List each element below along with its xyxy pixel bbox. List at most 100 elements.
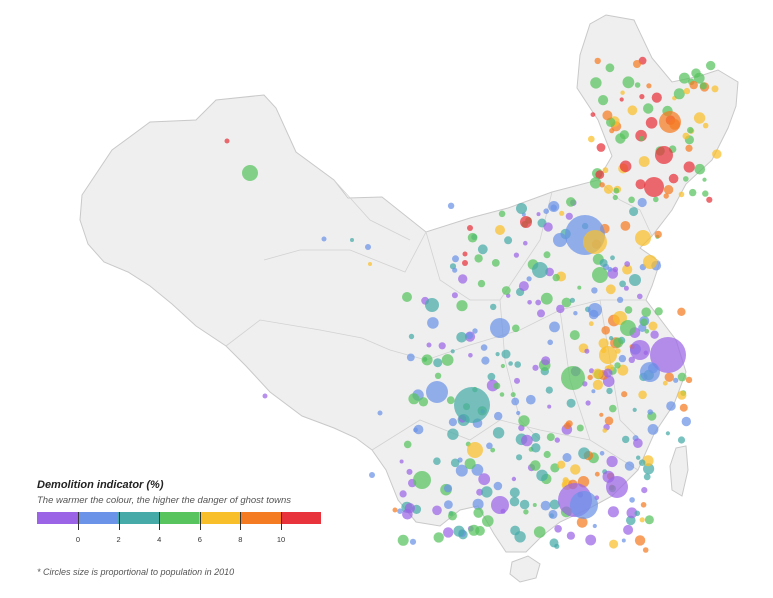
city-circle [624,261,631,267]
city-circle [622,435,630,444]
city-circle [446,396,455,405]
city-circle [518,281,529,292]
city-circle [444,500,453,509]
city-circle [638,459,646,467]
city-circle [584,348,590,354]
city-circle [513,252,520,258]
city-circle [518,415,530,427]
city-circle [645,117,658,129]
city-circle [456,300,468,312]
city-circle [399,459,404,464]
city-circle [648,321,658,331]
city-circle [602,428,607,433]
city-circle [601,326,610,335]
city-circle [677,372,687,382]
city-circle [590,77,602,89]
city-circle [694,163,706,175]
city-circle [643,463,655,475]
city-circle [673,88,685,100]
city-circle [532,503,537,507]
city-circle [458,274,468,284]
city-circle [421,354,433,366]
city-circle [433,358,443,368]
city-circle [549,499,560,510]
city-circle [397,508,403,514]
city-circle [585,400,591,406]
city-circle [526,394,536,405]
city-circle [531,443,541,453]
city-circle [468,524,480,536]
city-circle [682,132,690,140]
city-circle [566,398,576,408]
city-circle [433,532,444,543]
city-circle [481,356,490,365]
city-circle [546,433,555,442]
city-circle [638,156,650,167]
city-circle [377,410,383,416]
city-circle [455,464,468,477]
city-circle [592,267,608,283]
city-circle [406,353,415,362]
city-circle [523,240,528,246]
legend-segment [77,512,119,524]
city-circle [640,362,660,382]
legend-title: Demolition indicator (%) [37,479,164,491]
city-circle [685,376,693,384]
city-circle [577,285,582,290]
city-circle [520,216,532,228]
city-circle [556,304,565,314]
city-circle [561,366,585,390]
city-circle [569,297,576,303]
city-circle [402,292,412,302]
city-circle [592,368,603,379]
city-circle [644,177,664,197]
city-circle [599,182,605,188]
city-circle [427,317,439,329]
city-circle [262,393,268,399]
city-circle [491,259,500,267]
city-circle [554,543,560,549]
city-circle [369,472,375,478]
city-circle [594,57,601,65]
legend-tick-mark [240,512,242,530]
city-circle [644,329,650,334]
city-circle [602,167,609,174]
city-circle [535,299,542,306]
city-circle [637,293,643,300]
city-circle [624,306,633,314]
city-circle [706,196,713,203]
city-circle [685,144,693,152]
city-circle [447,202,455,209]
city-circle [641,487,648,494]
city-circle [511,397,520,406]
city-circle [664,372,674,382]
city-circle [478,473,491,486]
city-circle [643,473,651,481]
city-circle [677,436,686,444]
city-circle [592,523,597,529]
city-circle [613,187,620,194]
city-circle [589,177,602,189]
city-circle [621,538,626,543]
city-circle [565,212,573,220]
city-circle [494,411,503,421]
city-circle [599,259,608,267]
city-circle [679,403,688,412]
city-circle [614,362,621,369]
city-circle [663,193,669,199]
city-circle [453,525,465,537]
legend-color-bar [37,512,322,524]
city-circle [547,404,552,409]
city-circle [516,203,527,214]
city-circle [640,502,647,508]
city-circle [663,185,674,195]
city-circle [425,298,439,312]
city-circle [598,95,609,106]
city-circle [570,464,581,475]
city-circle [651,92,662,103]
city-circle [620,90,625,95]
city-circle [408,393,420,405]
city-circle [454,387,490,423]
legend-tick-label: 2 [116,535,121,544]
